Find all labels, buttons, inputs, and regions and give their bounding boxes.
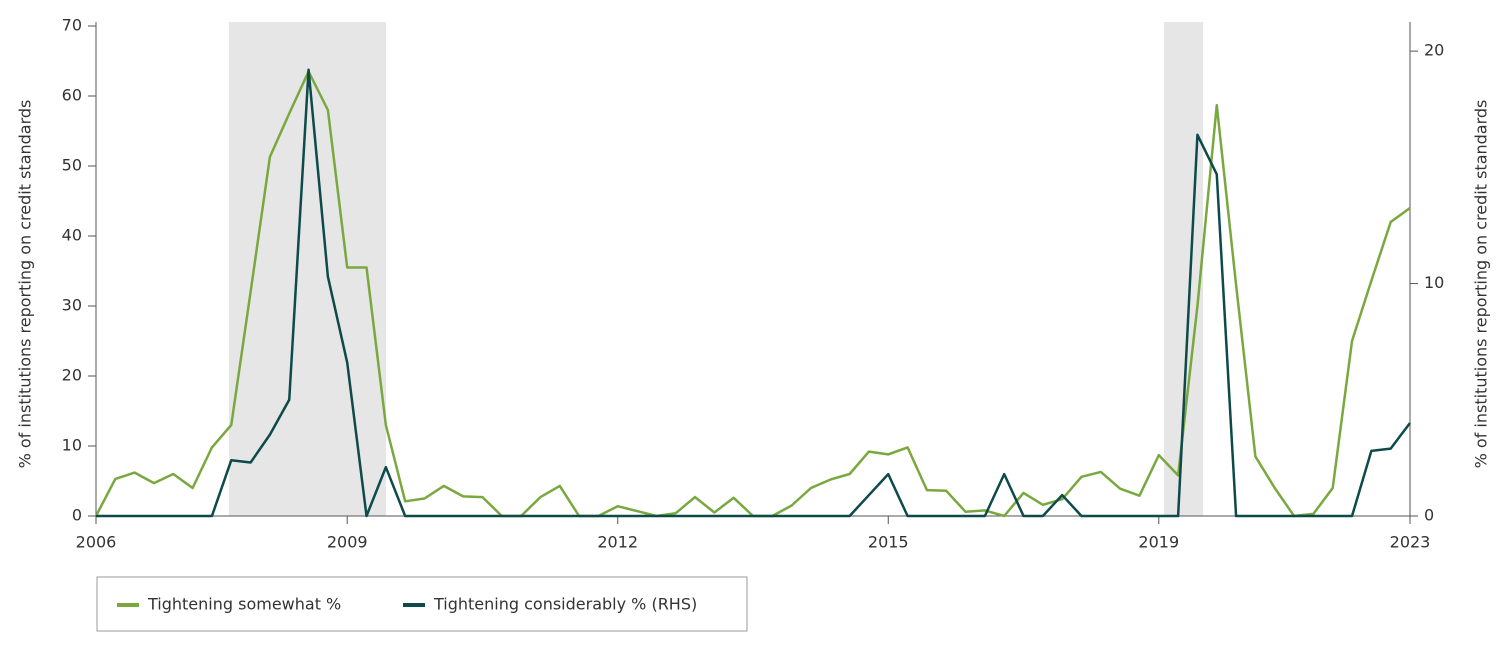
x-tick-label: 2019 xyxy=(1138,533,1179,552)
x-tick-label: 2023 xyxy=(1390,533,1431,552)
legend-label: Tightening somewhat % xyxy=(147,595,341,614)
series-line xyxy=(96,68,1411,518)
shaded-period xyxy=(1164,22,1203,516)
y-tick-label: 50 xyxy=(62,156,82,175)
y-tick-label: 10 xyxy=(62,436,82,455)
y-tick-label: 40 xyxy=(62,226,82,245)
y-tick-label: 60 xyxy=(62,86,82,105)
y2-axis-label: % of institutions reporting on credit st… xyxy=(1472,100,1491,469)
y-tick-label: 0 xyxy=(72,506,82,525)
x-tick-label: 2015 xyxy=(868,533,909,552)
y-tick-label: 30 xyxy=(62,296,82,315)
y2-tick-label: 0 xyxy=(1424,506,1434,525)
y-tick-label: 20 xyxy=(62,366,82,385)
x-tick-label: 2012 xyxy=(597,533,638,552)
x-tick-label: 2006 xyxy=(76,533,117,552)
y-tick-label: 70 xyxy=(62,16,82,35)
legend-label: Tightening considerably % (RHS) xyxy=(433,595,697,614)
y-axis-label: % of institutions reporting on credit st… xyxy=(16,100,35,469)
y2-tick-label: 20 xyxy=(1424,41,1444,60)
x-tick-label: 2009 xyxy=(327,533,368,552)
y2-tick-label: 10 xyxy=(1424,273,1444,292)
